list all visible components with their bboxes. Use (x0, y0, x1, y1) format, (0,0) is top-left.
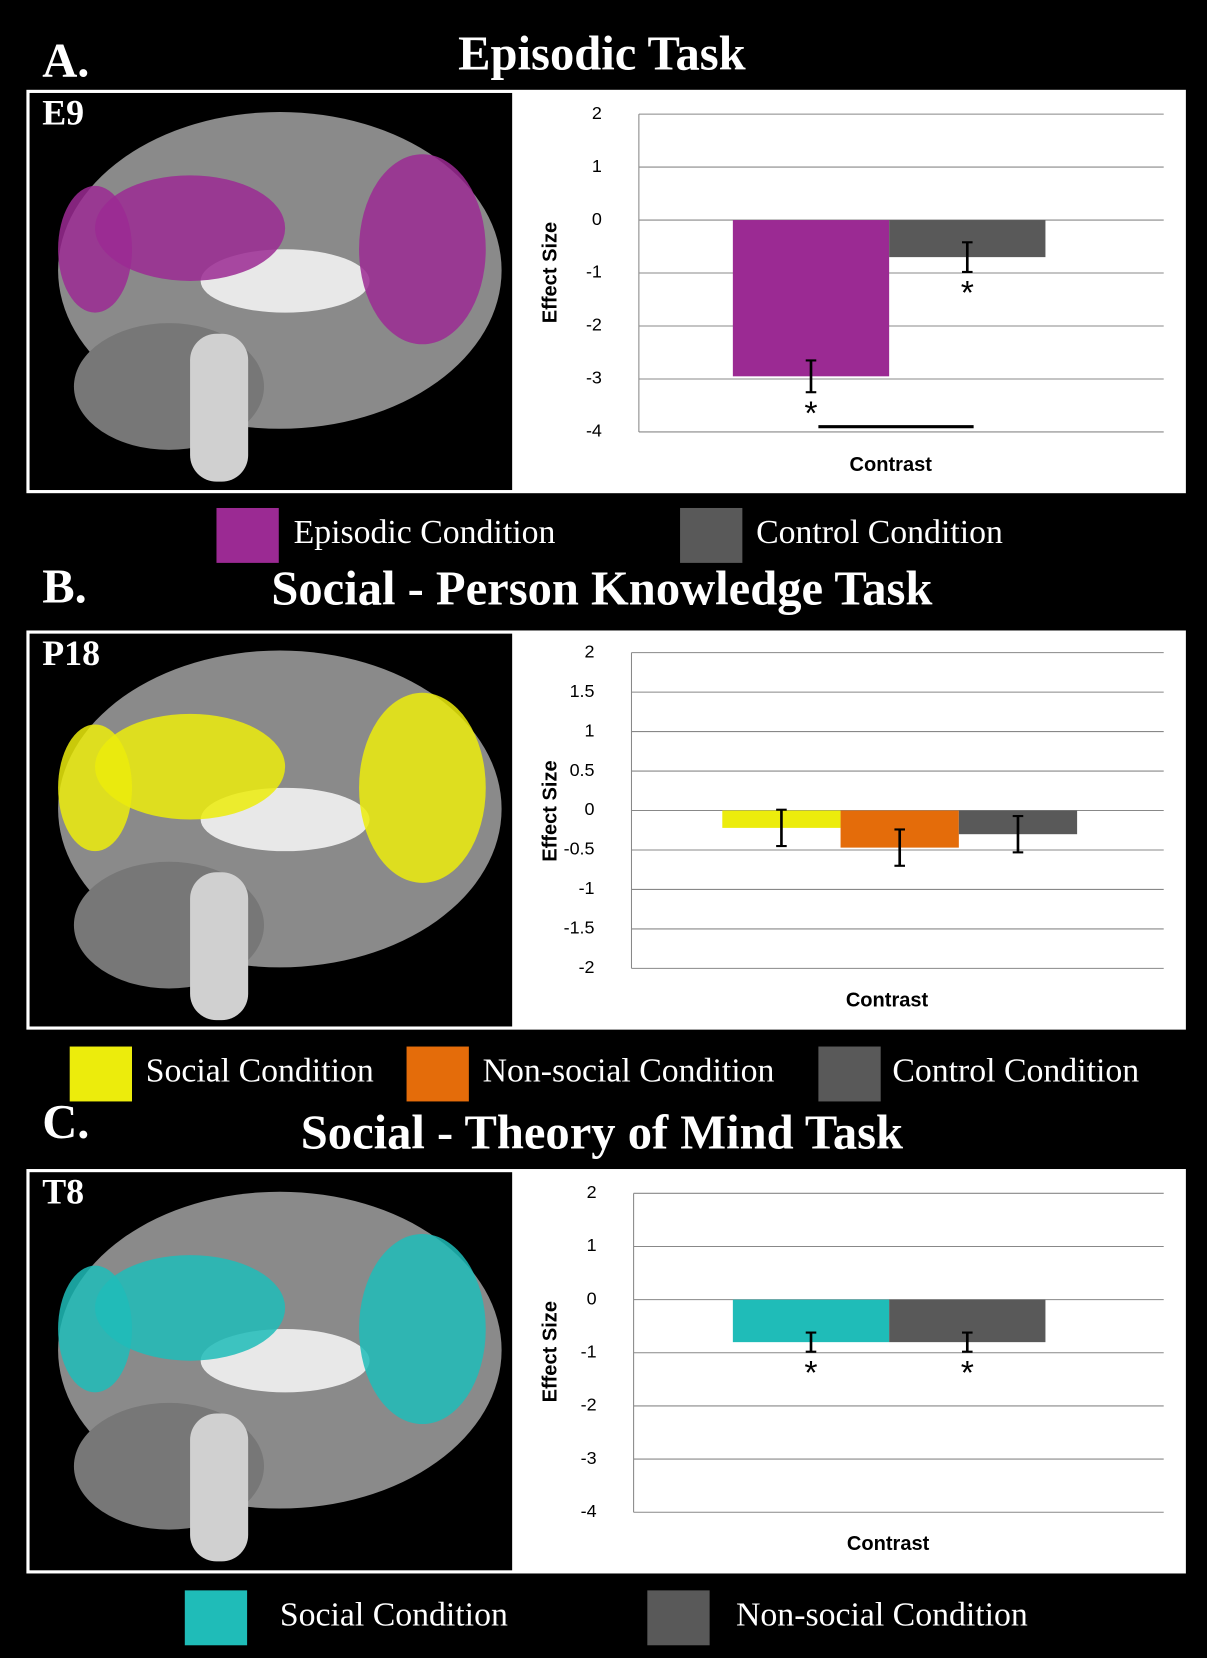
legend-swatch (185, 1590, 247, 1645)
legend-label: Social Condition (146, 1053, 374, 1090)
legend-label: Control Condition (756, 514, 1003, 551)
significance-marker: * (804, 1354, 817, 1392)
y-tick-label: 0.5 (570, 760, 595, 780)
significance-marker: * (961, 274, 974, 312)
y-axis-label: Effect Size (540, 222, 562, 323)
y-tick-label: -4 (586, 421, 602, 441)
region-label: E9 (42, 92, 84, 132)
y-axis-label: Effect Size (540, 760, 562, 861)
y-tick-label: -3 (586, 368, 602, 388)
legend-label: Episodic Condition (294, 514, 556, 551)
legend-swatch (647, 1590, 709, 1645)
x-axis-label: Contrast (850, 454, 933, 476)
y-tick-label: -1 (586, 262, 602, 282)
y-tick-label: 1 (587, 1235, 597, 1255)
y-tick-label: -1.5 (564, 918, 595, 938)
y-tick-label: -2 (579, 957, 595, 977)
activation-blob (359, 154, 486, 344)
y-tick-label: 0 (585, 799, 595, 819)
y-tick-label: -2 (581, 1395, 597, 1415)
legend-swatch (818, 1047, 880, 1102)
legend-label: Non-social Condition (483, 1053, 775, 1090)
y-tick-label: 0 (592, 209, 602, 229)
y-tick-label: -2 (586, 315, 602, 335)
legend-swatch (680, 508, 742, 563)
y-tick-label: 1 (592, 156, 602, 176)
brain-image (30, 1172, 513, 1570)
legend-label: Control Condition (892, 1053, 1139, 1090)
significance-marker: * (804, 394, 817, 432)
brain-stem (190, 1413, 248, 1561)
region-label: P18 (42, 633, 100, 673)
brain-stem (190, 334, 248, 482)
figure: A. Episodic Task E9 -4 -3 -2 -1 0 1 2 Effect Size C… (0, 0, 1207, 1658)
panel-label: B. (42, 560, 87, 614)
x-axis-label: Contrast (846, 989, 929, 1011)
y-tick-label: -3 (581, 1448, 597, 1468)
panel-title: Social - Person Knowledge Task (271, 562, 932, 616)
y-tick-label: 2 (587, 1182, 597, 1202)
bar (733, 220, 889, 376)
activation-blob (58, 1266, 132, 1393)
legend-swatch (70, 1047, 132, 1102)
panel-title: Social - Theory of Mind Task (301, 1105, 903, 1159)
y-tick-label: -4 (581, 1501, 597, 1521)
brain-image (30, 93, 513, 490)
y-tick-label: -1 (579, 878, 595, 898)
activation-blob (359, 693, 486, 883)
activation-blob (58, 186, 132, 313)
y-axis-label: Effect Size (540, 1301, 562, 1402)
legend-label: Social Condition (280, 1597, 508, 1634)
legend-swatch (407, 1047, 469, 1102)
y-tick-label: 0 (587, 1288, 597, 1308)
y-tick-label: 1.5 (570, 681, 595, 701)
panel-label: C. (42, 1095, 89, 1149)
panel-title: Episodic Task (458, 26, 746, 80)
legend-label: Non-social Condition (736, 1597, 1028, 1634)
panel-label: A. (42, 34, 89, 88)
legend-swatch (216, 508, 278, 563)
activation-blob (359, 1234, 486, 1424)
brain-stem (190, 872, 248, 1020)
region-label: T8 (42, 1172, 84, 1212)
y-tick-label: 1 (585, 720, 595, 740)
brain-image (30, 634, 513, 1027)
activation-blob (58, 724, 132, 851)
y-tick-label: -0.5 (564, 839, 595, 859)
y-tick-label: -1 (581, 1342, 597, 1362)
y-tick-label: 2 (585, 641, 595, 661)
x-axis-label: Contrast (847, 1533, 930, 1555)
y-tick-label: 2 (592, 103, 602, 123)
significance-marker: * (961, 1354, 974, 1392)
